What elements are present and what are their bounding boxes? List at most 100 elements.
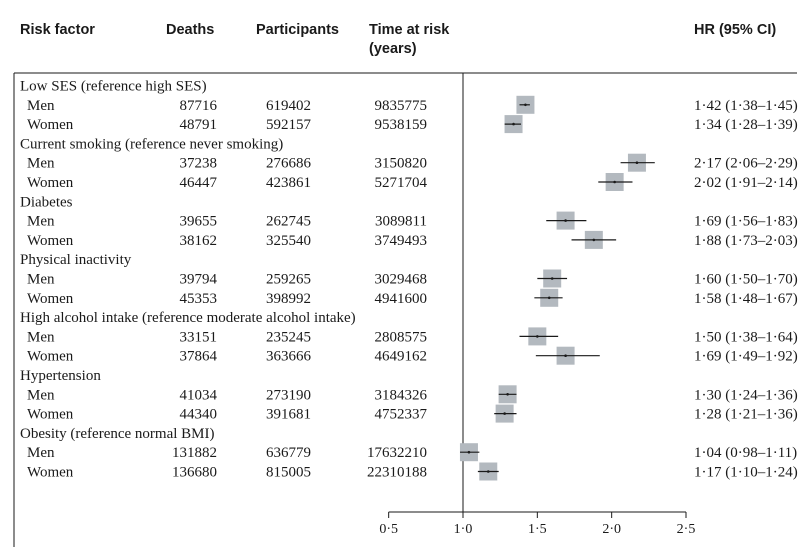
- table-header: Risk factor Deaths Participants Time at …: [20, 22, 776, 57]
- row-hr-text: 2·17 (2·06–2·29): [694, 156, 798, 172]
- row-hr-text: 1·17 (1·10–1·24): [694, 465, 798, 481]
- header-hr: HR (95% CI): [694, 22, 776, 38]
- x-tick-label: 1·5: [528, 522, 547, 537]
- row-deaths: 136680: [172, 465, 217, 481]
- row-deaths: 38162: [180, 233, 218, 249]
- row-sex-label: Women: [27, 291, 74, 307]
- group-label: Low SES (reference high SES): [20, 79, 207, 95]
- row-hr-text: 1·69 (1·49–1·92): [694, 349, 798, 365]
- x-tick-label: 0·5: [379, 522, 398, 537]
- row-time-at-risk: 3150820: [375, 156, 428, 172]
- row-participants: 273190: [266, 387, 311, 403]
- row-deaths: 37864: [180, 349, 218, 365]
- header-deaths: Deaths: [166, 22, 214, 38]
- row-sex-label: Men: [27, 272, 55, 288]
- row-sex-label: Men: [27, 156, 55, 172]
- row-participants: 592157: [266, 117, 312, 133]
- row-participants: 619402: [266, 98, 311, 114]
- row-deaths: 39794: [180, 272, 218, 288]
- row-time-at-risk: 9538159: [375, 117, 428, 133]
- row-time-at-risk: 3184326: [375, 387, 428, 403]
- hr-point: [547, 296, 551, 300]
- hr-point: [613, 180, 616, 184]
- row-hr-text: 1·04 (0·98–1·11): [694, 445, 797, 461]
- hr-point: [592, 238, 596, 242]
- row-sex-label: Women: [27, 465, 74, 481]
- row-participants: 391681: [266, 407, 311, 423]
- row-participants: 235245: [266, 329, 311, 345]
- row-deaths: 131882: [172, 445, 217, 461]
- row-deaths: 46447: [180, 175, 218, 191]
- row-hr-text: 1·30 (1·24–1·36): [694, 387, 798, 403]
- row-hr-text: 1·34 (1·28–1·39): [694, 117, 798, 133]
- row-deaths: 33151: [180, 329, 218, 345]
- row-deaths: 45353: [180, 291, 218, 307]
- hr-point: [503, 412, 506, 415]
- row-sex-label: Women: [27, 407, 74, 423]
- row-participants: 276686: [266, 156, 312, 172]
- group-label: Physical inactivity: [20, 252, 132, 268]
- hr-point: [564, 219, 567, 222]
- row-hr-text: 1·50 (1·38–1·64): [694, 329, 798, 345]
- row-participants: 259265: [266, 272, 311, 288]
- group-label: Current smoking (reference never smoking…: [20, 136, 283, 152]
- row-hr-text: 1·28 (1·21–1·36): [694, 407, 798, 423]
- header-participants: Participants: [256, 22, 339, 38]
- row-time-at-risk: 3749493: [375, 233, 428, 249]
- group-label: Hypertension: [20, 368, 101, 384]
- x-tick-label: 1·0: [454, 522, 473, 537]
- header-risk-factor: Risk factor: [20, 22, 95, 38]
- row-time-at-risk: 4649162: [375, 349, 428, 365]
- hr-point: [486, 470, 490, 473]
- row-hr-text: 2·02 (1·91–2·14): [694, 175, 798, 191]
- row-deaths: 48791: [180, 117, 218, 133]
- hr-point: [467, 450, 471, 454]
- row-hr-text: 1·69 (1·56–1·83): [694, 214, 798, 230]
- row-hr-text: 1·42 (1·38–1·45): [694, 98, 798, 114]
- row-hr-text: 1·58 (1·48–1·67): [694, 291, 798, 307]
- x-tick-label: 2·0: [602, 522, 621, 537]
- hr-point: [524, 103, 527, 107]
- row-participants: 398992: [266, 291, 311, 307]
- row-deaths: 41034: [180, 387, 218, 403]
- hr-point: [506, 393, 509, 396]
- hr-point: [635, 161, 639, 164]
- row-sex-label: Women: [27, 233, 74, 249]
- row-deaths: 44340: [180, 407, 218, 423]
- row-deaths: 87716: [180, 98, 218, 114]
- row-time-at-risk: 5271704: [375, 175, 428, 191]
- row-time-at-risk: 9835775: [375, 98, 428, 114]
- row-sex-label: Men: [27, 329, 55, 345]
- row-sex-label: Women: [27, 175, 74, 191]
- hr-point: [512, 122, 515, 126]
- x-tick-label: 2·5: [677, 522, 696, 537]
- group-label: Diabetes: [20, 194, 73, 210]
- hr-point: [536, 335, 539, 338]
- row-participants: 262745: [266, 214, 311, 230]
- row-participants: 815005: [266, 465, 311, 481]
- row-deaths: 39655: [180, 214, 218, 230]
- row-time-at-risk: 3029468: [375, 272, 428, 288]
- row-time-at-risk: 4941600: [375, 291, 428, 307]
- row-participants: 325540: [266, 233, 311, 249]
- table-body: Low SES (reference high SES) Men 87716 6194…: [20, 79, 798, 481]
- row-time-at-risk: 17632210: [367, 445, 427, 461]
- row-hr-text: 1·60 (1·50–1·70): [694, 272, 798, 288]
- row-sex-label: Men: [27, 387, 55, 403]
- forest-plot: 0·5 1·0 1·5 2·0 2·5: [379, 73, 695, 537]
- row-sex-label: Women: [27, 349, 74, 365]
- row-time-at-risk: 2808575: [375, 329, 428, 345]
- row-participants: 636779: [266, 445, 311, 461]
- row-time-at-risk: 4752337: [375, 407, 428, 423]
- row-hr-text: 1·88 (1·73–2·03): [694, 233, 798, 249]
- row-time-at-risk: 22310188: [367, 465, 427, 481]
- row-sex-label: Men: [27, 445, 55, 461]
- group-label: High alcohol intake (reference moderate …: [20, 310, 356, 326]
- row-sex-label: Men: [27, 214, 55, 230]
- row-sex-label: Men: [27, 98, 55, 114]
- row-participants: 423861: [266, 175, 311, 191]
- row-time-at-risk: 3089811: [375, 214, 427, 230]
- row-deaths: 37238: [180, 156, 218, 172]
- group-label: Obesity (reference normal BMI): [20, 426, 215, 442]
